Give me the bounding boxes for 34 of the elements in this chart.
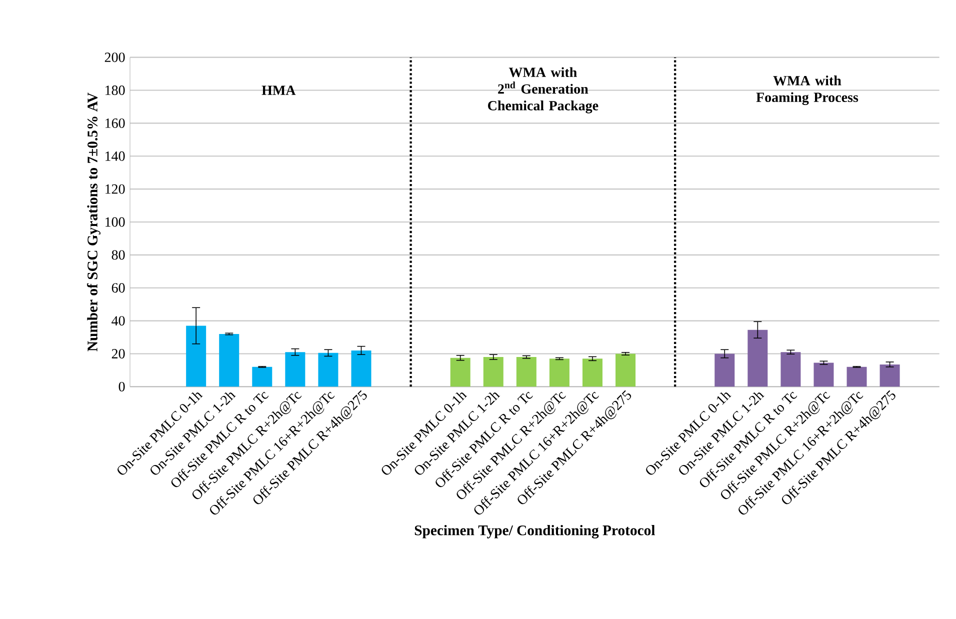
bar bbox=[814, 362, 834, 387]
bar bbox=[714, 354, 735, 387]
y-tick-label: 0 bbox=[118, 382, 125, 392]
bar bbox=[219, 334, 240, 387]
y-tick-label: 160 bbox=[106, 118, 125, 128]
bar bbox=[186, 326, 206, 387]
text: WMA with 2$^{nd}$ Generation Chemical Package bbox=[488, 67, 598, 114]
bar bbox=[516, 357, 536, 387]
bar bbox=[748, 330, 768, 387]
y-tick-label: 120 bbox=[106, 184, 125, 194]
bar bbox=[450, 358, 470, 387]
y-tick-label: 20 bbox=[112, 349, 125, 359]
bar bbox=[351, 350, 372, 387]
bar bbox=[780, 352, 801, 387]
y-tick-label: 180 bbox=[106, 86, 125, 96]
y-tick-label: 80 bbox=[112, 250, 125, 260]
y-tick-label: 60 bbox=[112, 283, 125, 293]
y-tick-label: 140 bbox=[106, 152, 125, 162]
bar bbox=[318, 353, 338, 387]
y-tick-label: 40 bbox=[112, 316, 125, 326]
y-tick-label: 100 bbox=[106, 217, 125, 227]
x-axis-title: Specimen Type/ Conditioning Protocol bbox=[414, 525, 655, 539]
annotation: WMA with Foaming Process bbox=[756, 76, 858, 106]
bar bbox=[252, 367, 272, 387]
bar bbox=[549, 358, 570, 387]
bar bbox=[880, 364, 900, 387]
bar bbox=[582, 358, 602, 387]
annotation: HMA bbox=[262, 86, 296, 96]
y-axis-title: Number of SGC Gyrations to 7±0.5% AV bbox=[86, 92, 100, 352]
bar bbox=[285, 352, 306, 387]
y-tick-label: 200 bbox=[104, 52, 125, 62]
bar bbox=[483, 357, 504, 387]
bar bbox=[616, 354, 636, 387]
bar bbox=[846, 367, 867, 387]
